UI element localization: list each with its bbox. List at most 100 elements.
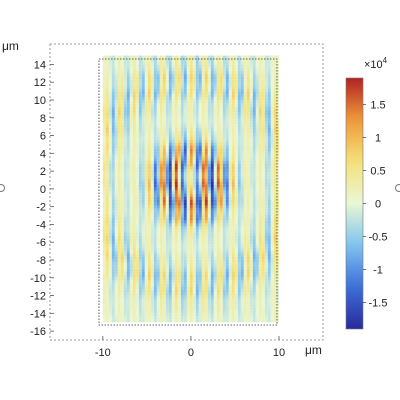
heatmap-cell — [186, 55, 190, 59]
heatmap-cell — [108, 229, 112, 233]
heatmap-cell — [123, 295, 127, 299]
heatmap-cell — [210, 127, 214, 131]
heatmap-cell — [159, 271, 163, 275]
heatmap-cell — [222, 148, 226, 152]
heatmap-cell — [210, 250, 214, 254]
heatmap-cell — [177, 211, 181, 215]
heatmap-cell — [165, 268, 169, 272]
heatmap-cell — [201, 151, 205, 155]
heatmap-cell — [249, 199, 253, 203]
heatmap-cell — [144, 274, 148, 278]
heatmap-cell — [144, 196, 148, 200]
heatmap-cell — [264, 112, 268, 116]
heatmap-cell — [186, 223, 190, 227]
heatmap-cell — [153, 256, 157, 260]
heatmap-cell — [270, 67, 274, 71]
heatmap-cell — [204, 169, 208, 173]
heatmap-cell — [174, 283, 178, 287]
heatmap-cell — [264, 280, 268, 284]
heatmap-cell — [207, 196, 211, 200]
heatmap-cell — [120, 166, 124, 170]
heatmap-cell — [117, 211, 121, 215]
heatmap-cell — [177, 139, 181, 143]
heatmap-cell — [126, 238, 130, 242]
heatmap-cell — [165, 142, 169, 146]
heatmap-cell — [195, 214, 199, 218]
heatmap-cell — [234, 157, 238, 161]
heatmap-cell — [138, 259, 142, 263]
heatmap-cell — [156, 115, 160, 119]
heatmap-cell — [237, 280, 241, 284]
heatmap-cell — [207, 205, 211, 209]
heatmap-cell — [201, 160, 205, 164]
heatmap-cell — [219, 172, 223, 176]
heatmap-cell — [189, 64, 193, 68]
heatmap-cell — [123, 160, 127, 164]
heatmap-cell — [135, 223, 139, 227]
heatmap-cell — [123, 118, 127, 122]
heatmap-cell — [207, 202, 211, 206]
heatmap-cell — [237, 229, 241, 233]
heatmap-cell — [147, 304, 151, 308]
heatmap-cell — [219, 79, 223, 83]
heatmap-cell — [267, 145, 271, 149]
heatmap-cell — [219, 247, 223, 251]
heatmap-cell — [180, 82, 184, 86]
heatmap-cell — [132, 169, 136, 173]
heatmap-cell — [120, 142, 124, 146]
heatmap-cell — [102, 79, 106, 83]
heatmap-cell — [129, 169, 133, 173]
heatmap-cell — [126, 235, 130, 239]
heatmap-cell — [192, 76, 196, 80]
heatmap-cell — [273, 88, 277, 92]
heatmap-cell — [159, 304, 163, 308]
heatmap-cell — [129, 250, 133, 254]
heatmap-cell — [252, 145, 256, 149]
heatmap-cell — [165, 199, 169, 203]
heatmap-cell — [258, 196, 262, 200]
heatmap-cell — [222, 109, 226, 113]
heatmap-cell — [162, 289, 166, 293]
heatmap-cell — [255, 277, 259, 281]
heatmap-cell — [207, 181, 211, 185]
heatmap-cell — [198, 172, 202, 176]
heatmap-cell — [273, 130, 277, 134]
heatmap-cell — [258, 172, 262, 176]
heatmap-cell — [237, 133, 241, 137]
heatmap-cell — [249, 112, 253, 116]
heatmap-cell — [162, 193, 166, 197]
heatmap-cell — [147, 61, 151, 65]
heatmap-cell — [159, 163, 163, 167]
heatmap-cell — [273, 160, 277, 164]
heatmap-cell — [195, 133, 199, 137]
heatmap-cell — [219, 190, 223, 194]
heatmap-cell — [156, 55, 160, 59]
heatmap-cell — [195, 187, 199, 191]
heatmap-cell — [201, 196, 205, 200]
heatmap-cell — [267, 64, 271, 68]
heatmap-cell — [183, 118, 187, 122]
heatmap-cell — [243, 289, 247, 293]
heatmap-cell — [168, 103, 172, 107]
heatmap-cell — [111, 256, 115, 260]
heatmap-cell — [183, 79, 187, 83]
heatmap-cell — [123, 61, 127, 65]
heatmap-cell — [231, 253, 235, 257]
heatmap-cell — [234, 301, 238, 305]
heatmap-cell — [198, 262, 202, 266]
heatmap-cell — [198, 94, 202, 98]
heatmap-cell — [174, 139, 178, 143]
heatmap-cell — [234, 67, 238, 71]
heatmap-cell — [126, 295, 130, 299]
heatmap-cell — [126, 100, 130, 104]
heatmap-cell — [243, 247, 247, 251]
heatmap-cell — [225, 139, 229, 143]
heatmap-cell — [186, 106, 190, 110]
heatmap-cell — [249, 148, 253, 152]
heatmap-cell — [264, 148, 268, 152]
heatmap-cell — [204, 226, 208, 230]
heatmap-cell — [153, 199, 157, 203]
heatmap-cell — [234, 136, 238, 140]
heatmap-cell — [141, 97, 145, 101]
heatmap-cell — [153, 79, 157, 83]
